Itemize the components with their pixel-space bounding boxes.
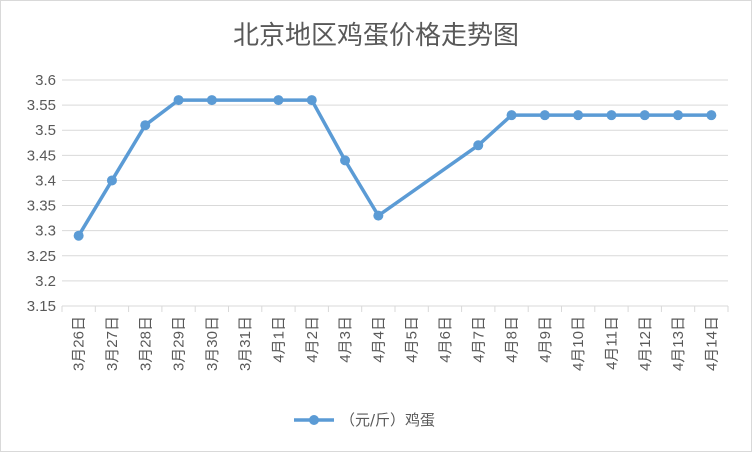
data-point <box>606 110 617 121</box>
y-tick-label: 3.15 <box>27 298 56 315</box>
x-tick-label: 4月5日 <box>404 316 421 363</box>
data-point <box>140 120 151 131</box>
x-tick-label: 4月6日 <box>437 316 454 363</box>
data-point <box>73 230 84 241</box>
y-tick-label: 3.6 <box>35 72 56 89</box>
data-point <box>340 155 351 166</box>
data-point <box>539 110 550 121</box>
x-tick-label: 4月2日 <box>304 316 321 363</box>
data-point <box>306 95 317 106</box>
x-tick-label: 3月30日 <box>204 316 221 371</box>
legend-marker <box>309 415 319 425</box>
data-point <box>639 110 650 121</box>
x-tick-label: 4月8日 <box>504 316 521 363</box>
y-tick-label: 3.55 <box>27 97 56 114</box>
x-tick-label: 4月11日 <box>603 316 620 370</box>
x-tick-label: 4月14日 <box>703 316 720 371</box>
y-tick-label: 3.25 <box>27 248 56 265</box>
x-tick-label: 3月28日 <box>137 316 154 371</box>
data-point <box>673 110 684 121</box>
data-point <box>706 110 717 121</box>
y-tick-label: 3.35 <box>27 198 56 215</box>
data-point <box>473 140 484 151</box>
data-point <box>273 95 284 106</box>
data-point <box>106 175 117 186</box>
x-tick-label: 4月1日 <box>270 316 287 363</box>
x-tick-label: 3月27日 <box>104 316 121 371</box>
x-axis-ticks: 3月26日 3月27日 3月28日 3月29日 3月30日 3月31日 4月1日 4月2日 4月… <box>71 316 721 371</box>
data-point <box>173 95 184 106</box>
data-point <box>373 210 384 221</box>
x-tick-label: 4月4日 <box>370 316 387 363</box>
y-tick-label: 3.5 <box>35 122 56 139</box>
legend: （元/斤）鸡蛋 <box>294 411 435 429</box>
chart-title: 北京地区鸡蛋价格走势图 <box>233 21 519 51</box>
x-tick-label: 4月9日 <box>537 316 554 363</box>
x-tick-label: 4月12日 <box>637 316 654 371</box>
y-axis-ticks: 3.15 3.2 3.25 3.3 3.35 3.4 3.45 3.5 3.55 3.6 <box>27 72 56 315</box>
y-tick-label: 3.4 <box>35 172 56 189</box>
x-tick-label: 4月7日 <box>470 316 487 363</box>
x-tick-label: 4月3日 <box>337 316 354 363</box>
x-tick-label: 3月29日 <box>171 316 188 371</box>
x-tick-label: 3月31日 <box>237 316 254 371</box>
y-tick-label: 3.3 <box>35 223 56 240</box>
x-tick-label: 3月26日 <box>71 316 88 371</box>
x-tick-label: 4月13日 <box>670 316 687 371</box>
y-tick-label: 3.2 <box>35 273 56 290</box>
data-point <box>573 110 584 121</box>
y-tick-label: 3.45 <box>27 147 56 164</box>
series-layer <box>73 95 717 241</box>
data-point <box>506 110 517 121</box>
series-line-0 <box>77 98 712 237</box>
legend-label: （元/斤）鸡蛋 <box>340 411 435 429</box>
data-point <box>206 95 217 106</box>
x-tick-label: 4月10日 <box>570 316 587 371</box>
